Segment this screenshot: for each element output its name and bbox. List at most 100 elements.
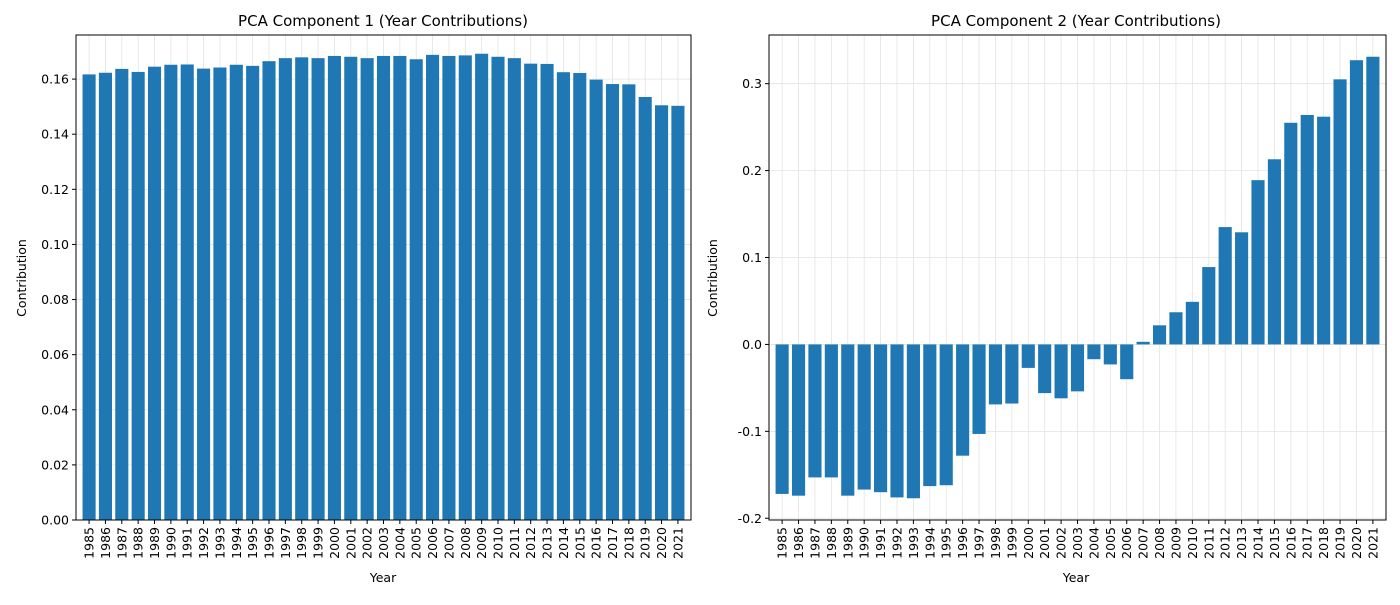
bar-1995 <box>246 65 260 520</box>
bar-2011 <box>1202 267 1216 345</box>
bar-2006 <box>426 54 440 520</box>
bar-2016 <box>589 79 603 521</box>
x-tick-label: 1994 <box>229 527 244 559</box>
x-tick-label: 2013 <box>1234 527 1249 559</box>
x-tick-label: 2020 <box>654 527 669 559</box>
x-tick-label: 2018 <box>621 527 636 559</box>
bar-2016 <box>1284 122 1298 345</box>
bar-2002 <box>1054 344 1068 399</box>
bar-2015 <box>1267 159 1281 345</box>
x-tick-label: 2006 <box>1119 527 1134 559</box>
bar-2021 <box>1366 56 1380 345</box>
x-tick-label: 1990 <box>857 527 872 559</box>
y-tick-label: 0.10 <box>41 237 69 252</box>
bar-1990 <box>857 344 871 490</box>
y-tick-label: 0.12 <box>41 182 69 197</box>
bar-2010 <box>491 56 505 520</box>
x-tick-label: 2019 <box>638 527 653 559</box>
bar-2003 <box>376 55 391 521</box>
x-tick-label: 2008 <box>1152 527 1167 559</box>
y-tick-label: 0.04 <box>41 402 69 417</box>
x-tick-label: 1992 <box>196 527 211 559</box>
bar-2018 <box>1317 116 1331 345</box>
bar-2020 <box>1349 60 1364 345</box>
x-tick-label: 2021 <box>1365 527 1380 559</box>
x-tick-label: 2016 <box>1283 527 1298 559</box>
bar-2015 <box>573 73 587 520</box>
bar-2014 <box>556 72 570 520</box>
bar-2011 <box>507 58 521 520</box>
bar-2008 <box>1152 325 1167 345</box>
bar-2002 <box>360 58 374 520</box>
bar-2019 <box>638 97 652 520</box>
x-tick-label: 2014 <box>1251 527 1266 559</box>
bar-2005 <box>409 59 423 520</box>
x-tick-label: 2010 <box>1185 527 1200 559</box>
bar-1992 <box>890 344 904 498</box>
bar-1985 <box>775 344 789 494</box>
bar-2012 <box>524 63 538 521</box>
chart-panel-component-2: PCA Component 2 (Year Contributions) -0.… <box>705 12 1387 585</box>
bar-1994 <box>229 64 243 521</box>
chart-panel-component-1: PCA Component 1 (Year Contributions) 0.0… <box>14 12 692 585</box>
bar-2007 <box>442 55 456 521</box>
x-axis-ticks: 1985 1986 1987 1988 1989 1990 1991 1992 1993 1994… <box>82 520 685 559</box>
bar-1999 <box>1005 344 1019 404</box>
y-tick-label: 0.08 <box>41 292 69 307</box>
bar-1997 <box>972 344 986 434</box>
y-tick-label: 0.0 <box>742 337 762 352</box>
x-tick-label: 1996 <box>955 527 970 559</box>
y-tick-label: 0.06 <box>41 347 69 362</box>
bar-1987 <box>808 344 822 478</box>
x-tick-label: 2010 <box>490 527 505 559</box>
y-tick-label: 0.1 <box>742 250 762 265</box>
bar-2013 <box>540 63 554 520</box>
x-tick-label: 2014 <box>556 527 571 559</box>
bar-1985 <box>82 74 96 520</box>
x-tick-label: 2003 <box>376 527 391 559</box>
bar-1994 <box>923 344 937 487</box>
bar-1989 <box>147 66 162 520</box>
x-tick-label: 1999 <box>311 527 326 559</box>
bar-2017 <box>1300 114 1314 345</box>
bar-2004 <box>393 55 407 521</box>
x-tick-label: 2015 <box>572 527 587 559</box>
x-tick-label: 1993 <box>906 527 921 559</box>
x-tick-label: 2009 <box>474 527 489 559</box>
y-axis-label: Contribution <box>14 239 29 317</box>
x-axis-label: Year <box>1062 570 1090 585</box>
x-tick-label: 1991 <box>180 527 195 559</box>
bar-2021 <box>671 105 685 521</box>
bar-2008 <box>458 55 472 521</box>
x-tick-label: 2004 <box>392 527 407 559</box>
bar-1999 <box>311 58 325 520</box>
bar-1993 <box>213 67 227 521</box>
bar-2017 <box>605 84 620 520</box>
x-tick-label: 1996 <box>262 527 277 559</box>
x-tick-label: 1994 <box>922 527 937 559</box>
bar-2010 <box>1185 301 1199 345</box>
x-tick-label: 2005 <box>1103 527 1118 559</box>
x-tick-label: 2002 <box>360 527 375 559</box>
x-tick-label: 1998 <box>294 527 309 559</box>
x-tick-label: 2017 <box>1300 527 1315 559</box>
x-tick-label: 1995 <box>939 527 954 559</box>
bar-1991 <box>874 344 888 493</box>
x-tick-label: 2007 <box>1136 527 1151 559</box>
bar-1998 <box>988 344 1003 405</box>
x-tick-label: 1985 <box>775 527 790 559</box>
bar-1988 <box>131 71 145 520</box>
bar-2020 <box>655 105 669 520</box>
y-tick-label: -0.1 <box>738 424 762 439</box>
x-tick-label: 2000 <box>327 527 342 559</box>
x-tick-label: 2007 <box>441 527 456 559</box>
bar-1998 <box>295 57 309 521</box>
x-tick-label: 2012 <box>1218 527 1233 559</box>
bar-1996 <box>956 344 970 456</box>
bar-2009 <box>475 53 489 520</box>
bar-1995 <box>939 344 953 486</box>
y-axis-label: Contribution <box>705 239 720 317</box>
x-tick-label: 2001 <box>343 527 358 559</box>
x-tick-label: 2003 <box>1070 527 1085 559</box>
bar-2013 <box>1235 232 1249 345</box>
